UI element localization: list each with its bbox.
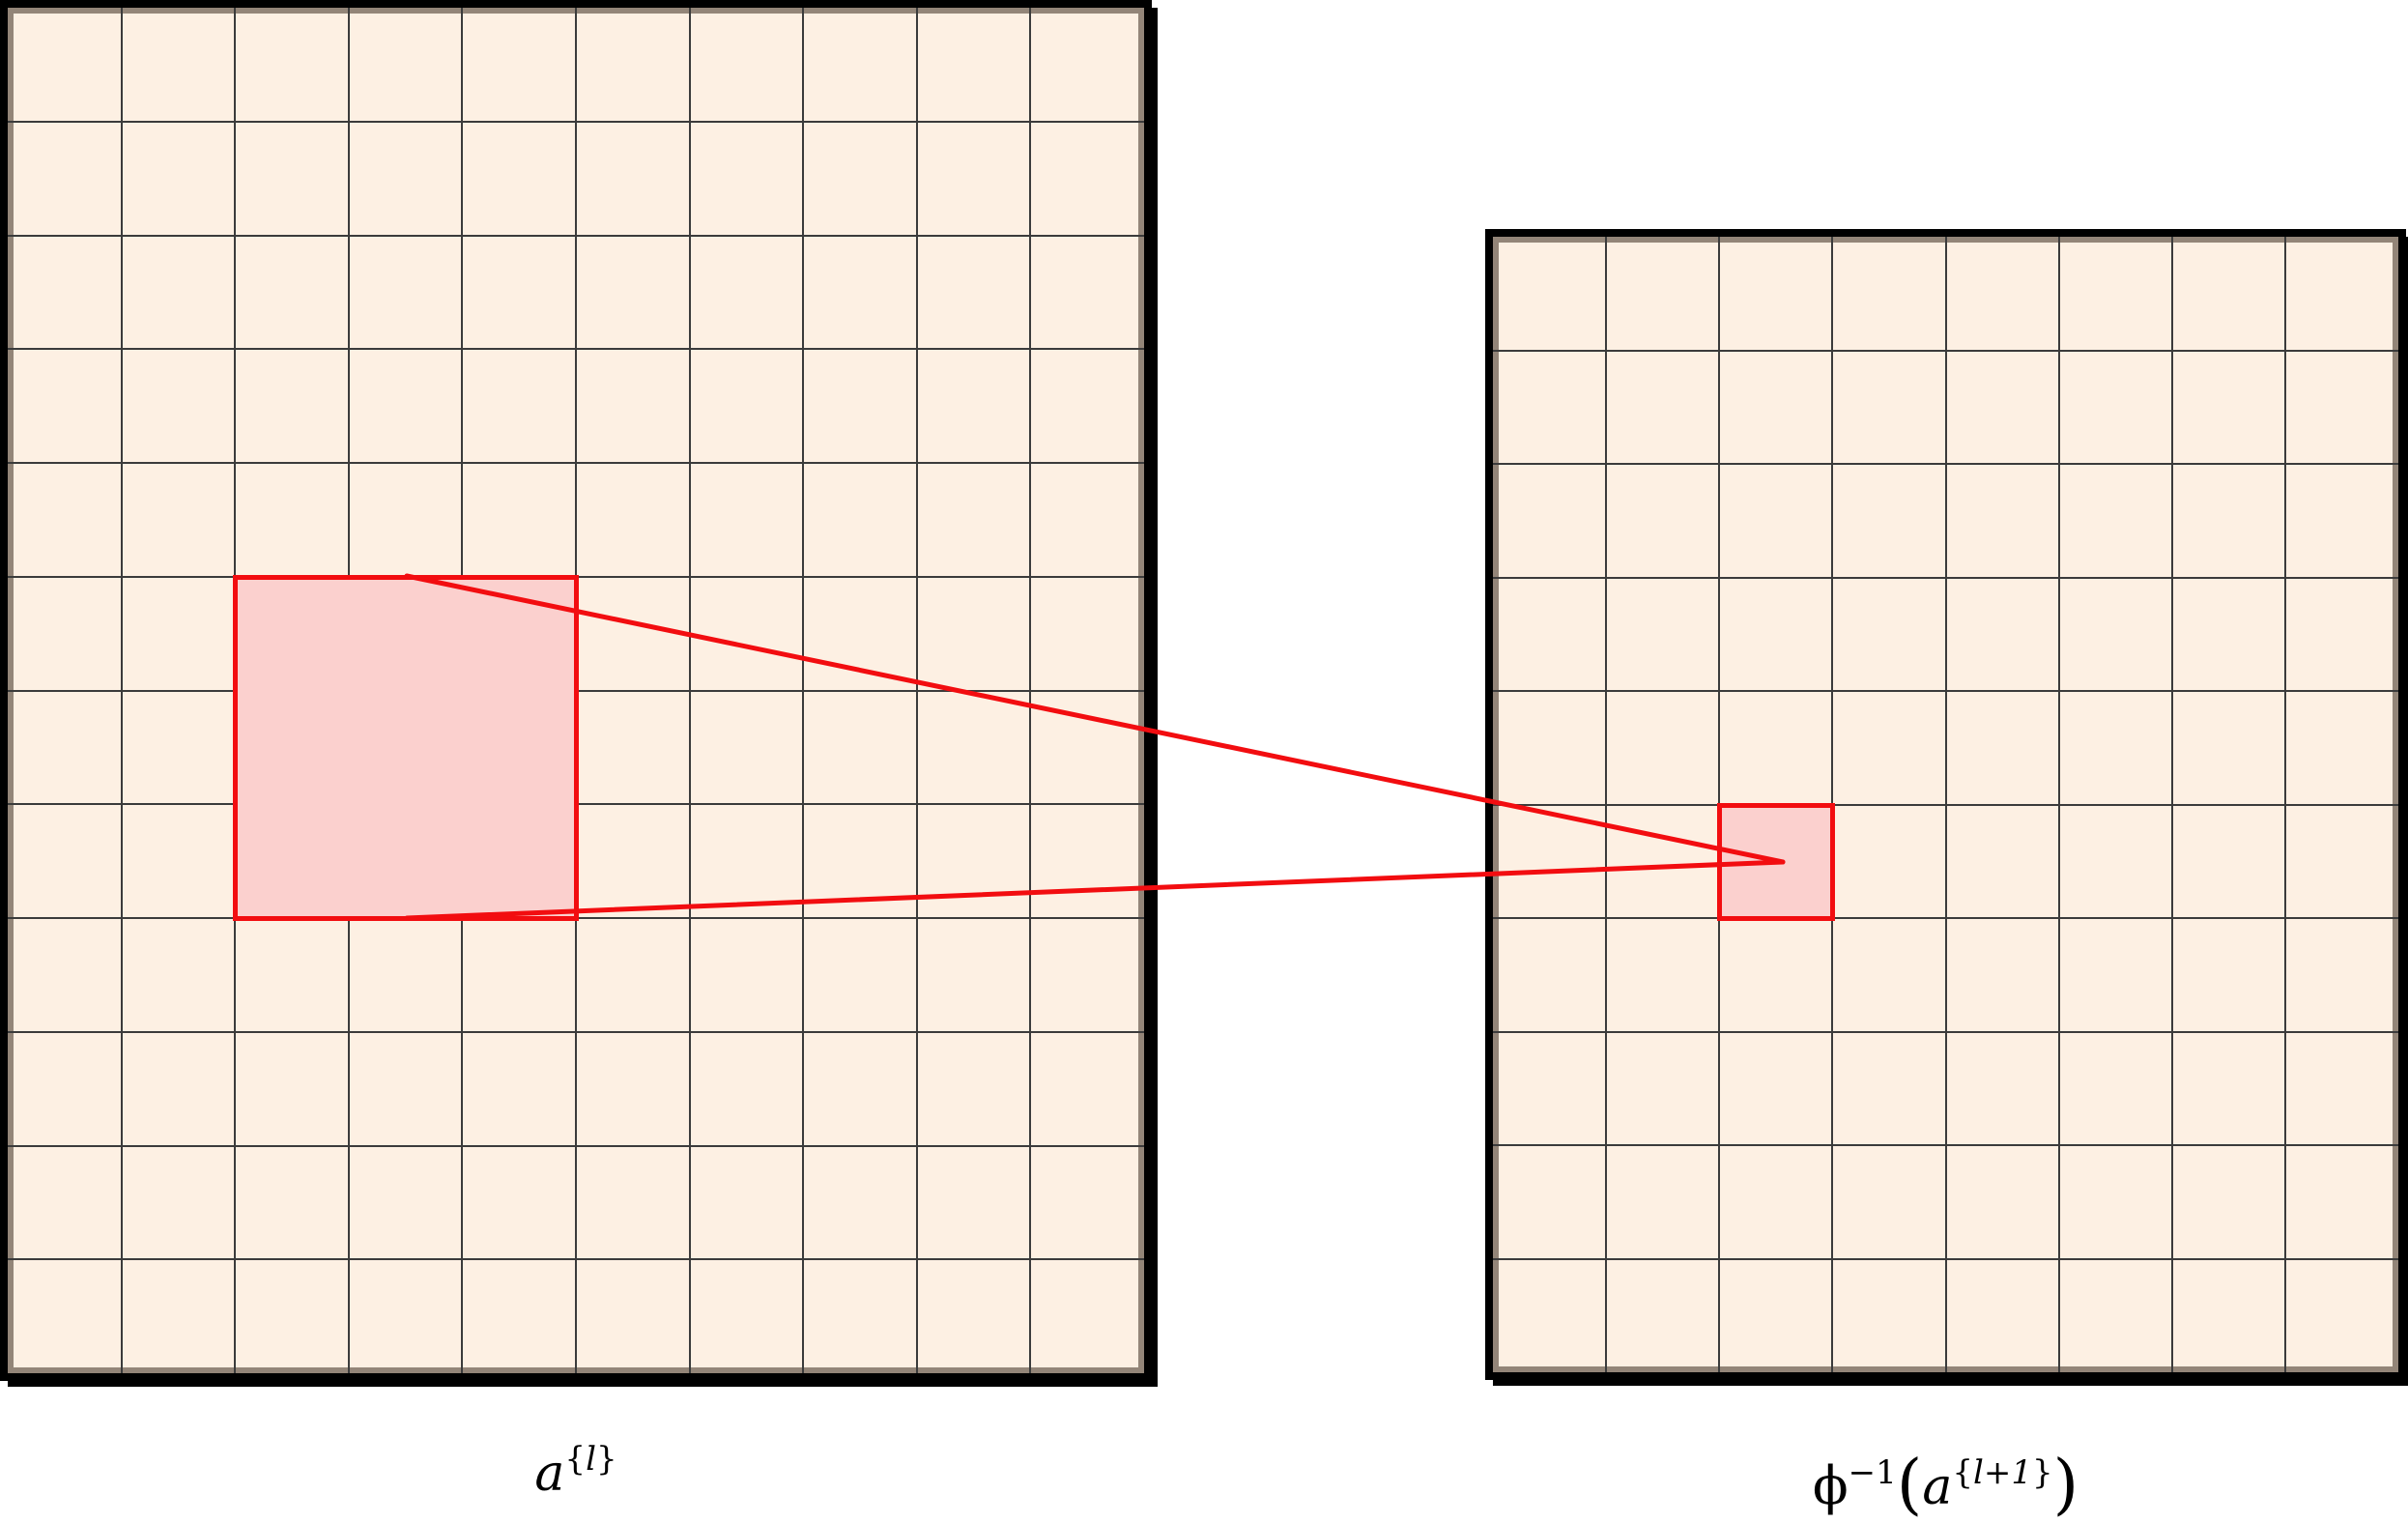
- grid-line-horizontal: [1493, 1144, 2398, 1146]
- label-phi-inverse-activation: ϕ−1(a{l+1}): [1485, 1447, 2406, 1521]
- label-left-sup-close-brace: }: [595, 1440, 617, 1479]
- label-right-base: a: [1922, 1458, 1953, 1516]
- grid-line-horizontal: [8, 462, 1144, 464]
- label-left-base: a: [534, 1445, 565, 1503]
- label-left-superscript: {l}: [564, 1440, 616, 1479]
- grid-line-horizontal: [1493, 1257, 2398, 1260]
- label-right-close-paren: ): [2052, 1447, 2079, 1523]
- grid-line-horizontal: [8, 1258, 1144, 1261]
- label-right-sup-body: l+1: [1972, 1453, 2032, 1492]
- label-right-sup-open-brace: {: [1952, 1453, 1973, 1492]
- label-activation-l: a{l}: [0, 1441, 1152, 1503]
- label-right-inverse-exponent: −1: [1848, 1453, 1897, 1492]
- grid-line-horizontal: [8, 234, 1144, 237]
- grid-line-horizontal: [1493, 463, 2398, 465]
- grid-line-horizontal: [8, 348, 1144, 351]
- right-activation-grid-highlight: [1717, 802, 1836, 921]
- grid-line-horizontal: [8, 1030, 1144, 1033]
- grid-line-horizontal: [8, 1144, 1144, 1147]
- label-right-open-paren: (: [1896, 1447, 1923, 1523]
- right-activation-grid-frame: [1485, 229, 2406, 1380]
- label-left-sup-open-brace: {: [564, 1440, 587, 1479]
- grid-line-horizontal: [8, 120, 1144, 123]
- label-right-superscript: {l+1}: [1952, 1453, 2052, 1492]
- grid-line-horizontal: [1493, 576, 2398, 579]
- grid-line-horizontal: [1493, 690, 2398, 692]
- grid-line-horizontal: [1493, 917, 2398, 919]
- label-right-sup-close-brace: }: [2031, 1453, 2053, 1492]
- grid-line-horizontal: [1493, 349, 2398, 352]
- left-activation-grid-frame: [0, 0, 1152, 1381]
- label-left-sup-body: l: [586, 1440, 596, 1479]
- grid-line-horizontal: [1493, 1030, 2398, 1033]
- left-activation-grid-highlight: [233, 574, 579, 921]
- grid-line-horizontal: [1493, 803, 2398, 806]
- phi-symbol: ϕ: [1812, 1455, 1849, 1516]
